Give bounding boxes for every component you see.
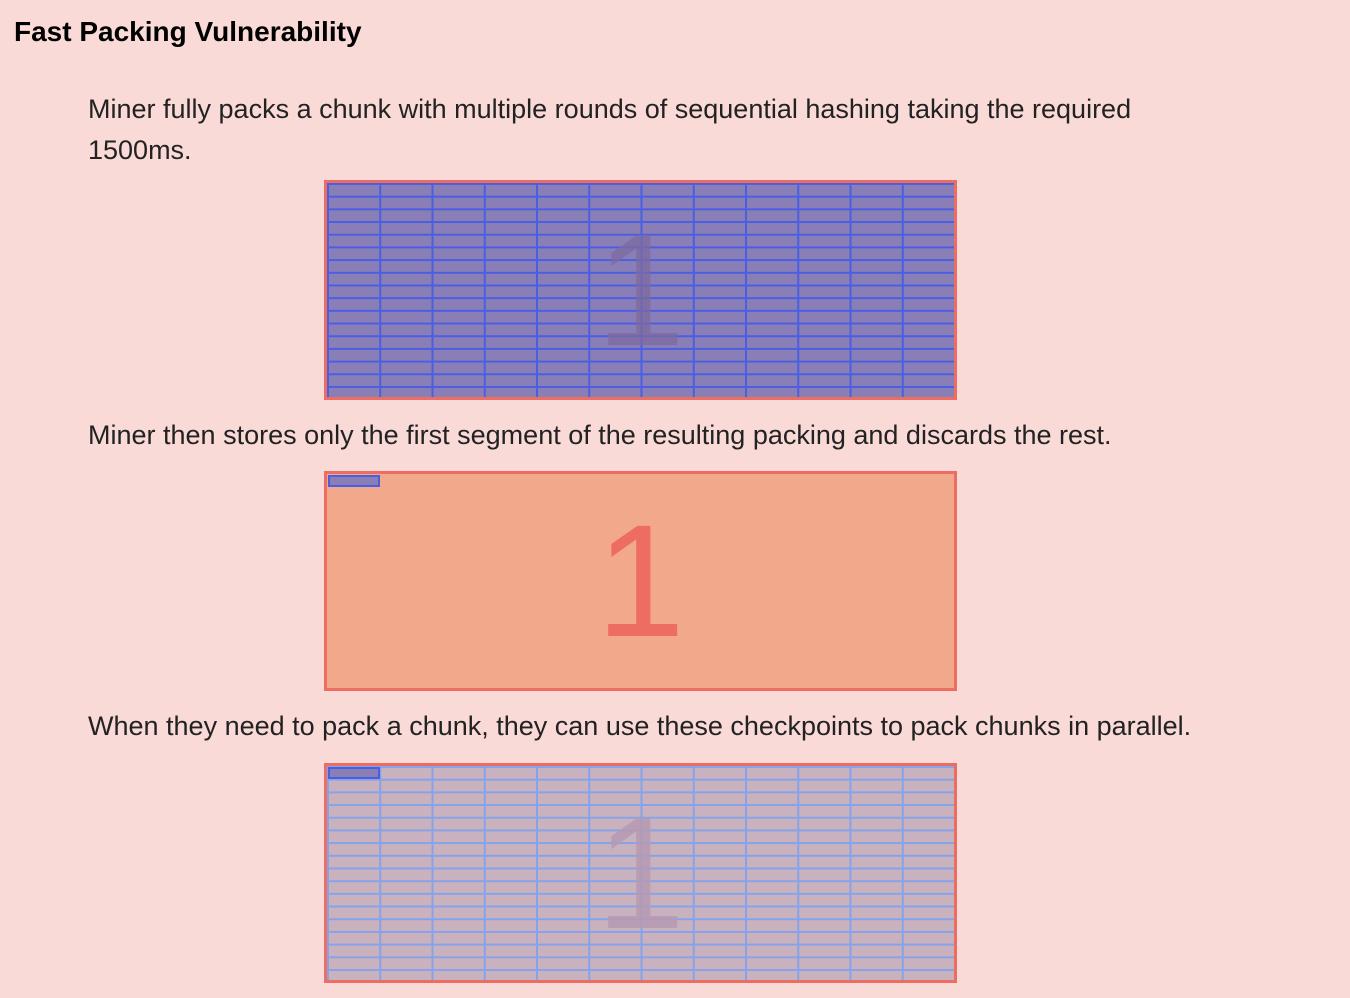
page-title: Fast Packing Vulnerability (14, 16, 362, 47)
checkpoint-segment (328, 767, 380, 779)
stored-segment (328, 475, 380, 487)
chunk-fully-packed: 1 (324, 180, 957, 400)
chunk-parallel-packing: 1 (324, 763, 957, 983)
chunk-number-label: 1 (596, 491, 685, 670)
paragraph-parallel-packing: When they need to pack a chunk, they can… (88, 711, 1192, 741)
paragraph-full-packing: Miner fully packs a chunk with multiple … (88, 94, 1132, 165)
paragraph-store-segment: Miner then stores only the first segment… (88, 420, 1112, 450)
packing-grid (327, 766, 954, 980)
chunk-first-segment-only: 1 (324, 471, 957, 691)
packing-grid (327, 183, 954, 397)
